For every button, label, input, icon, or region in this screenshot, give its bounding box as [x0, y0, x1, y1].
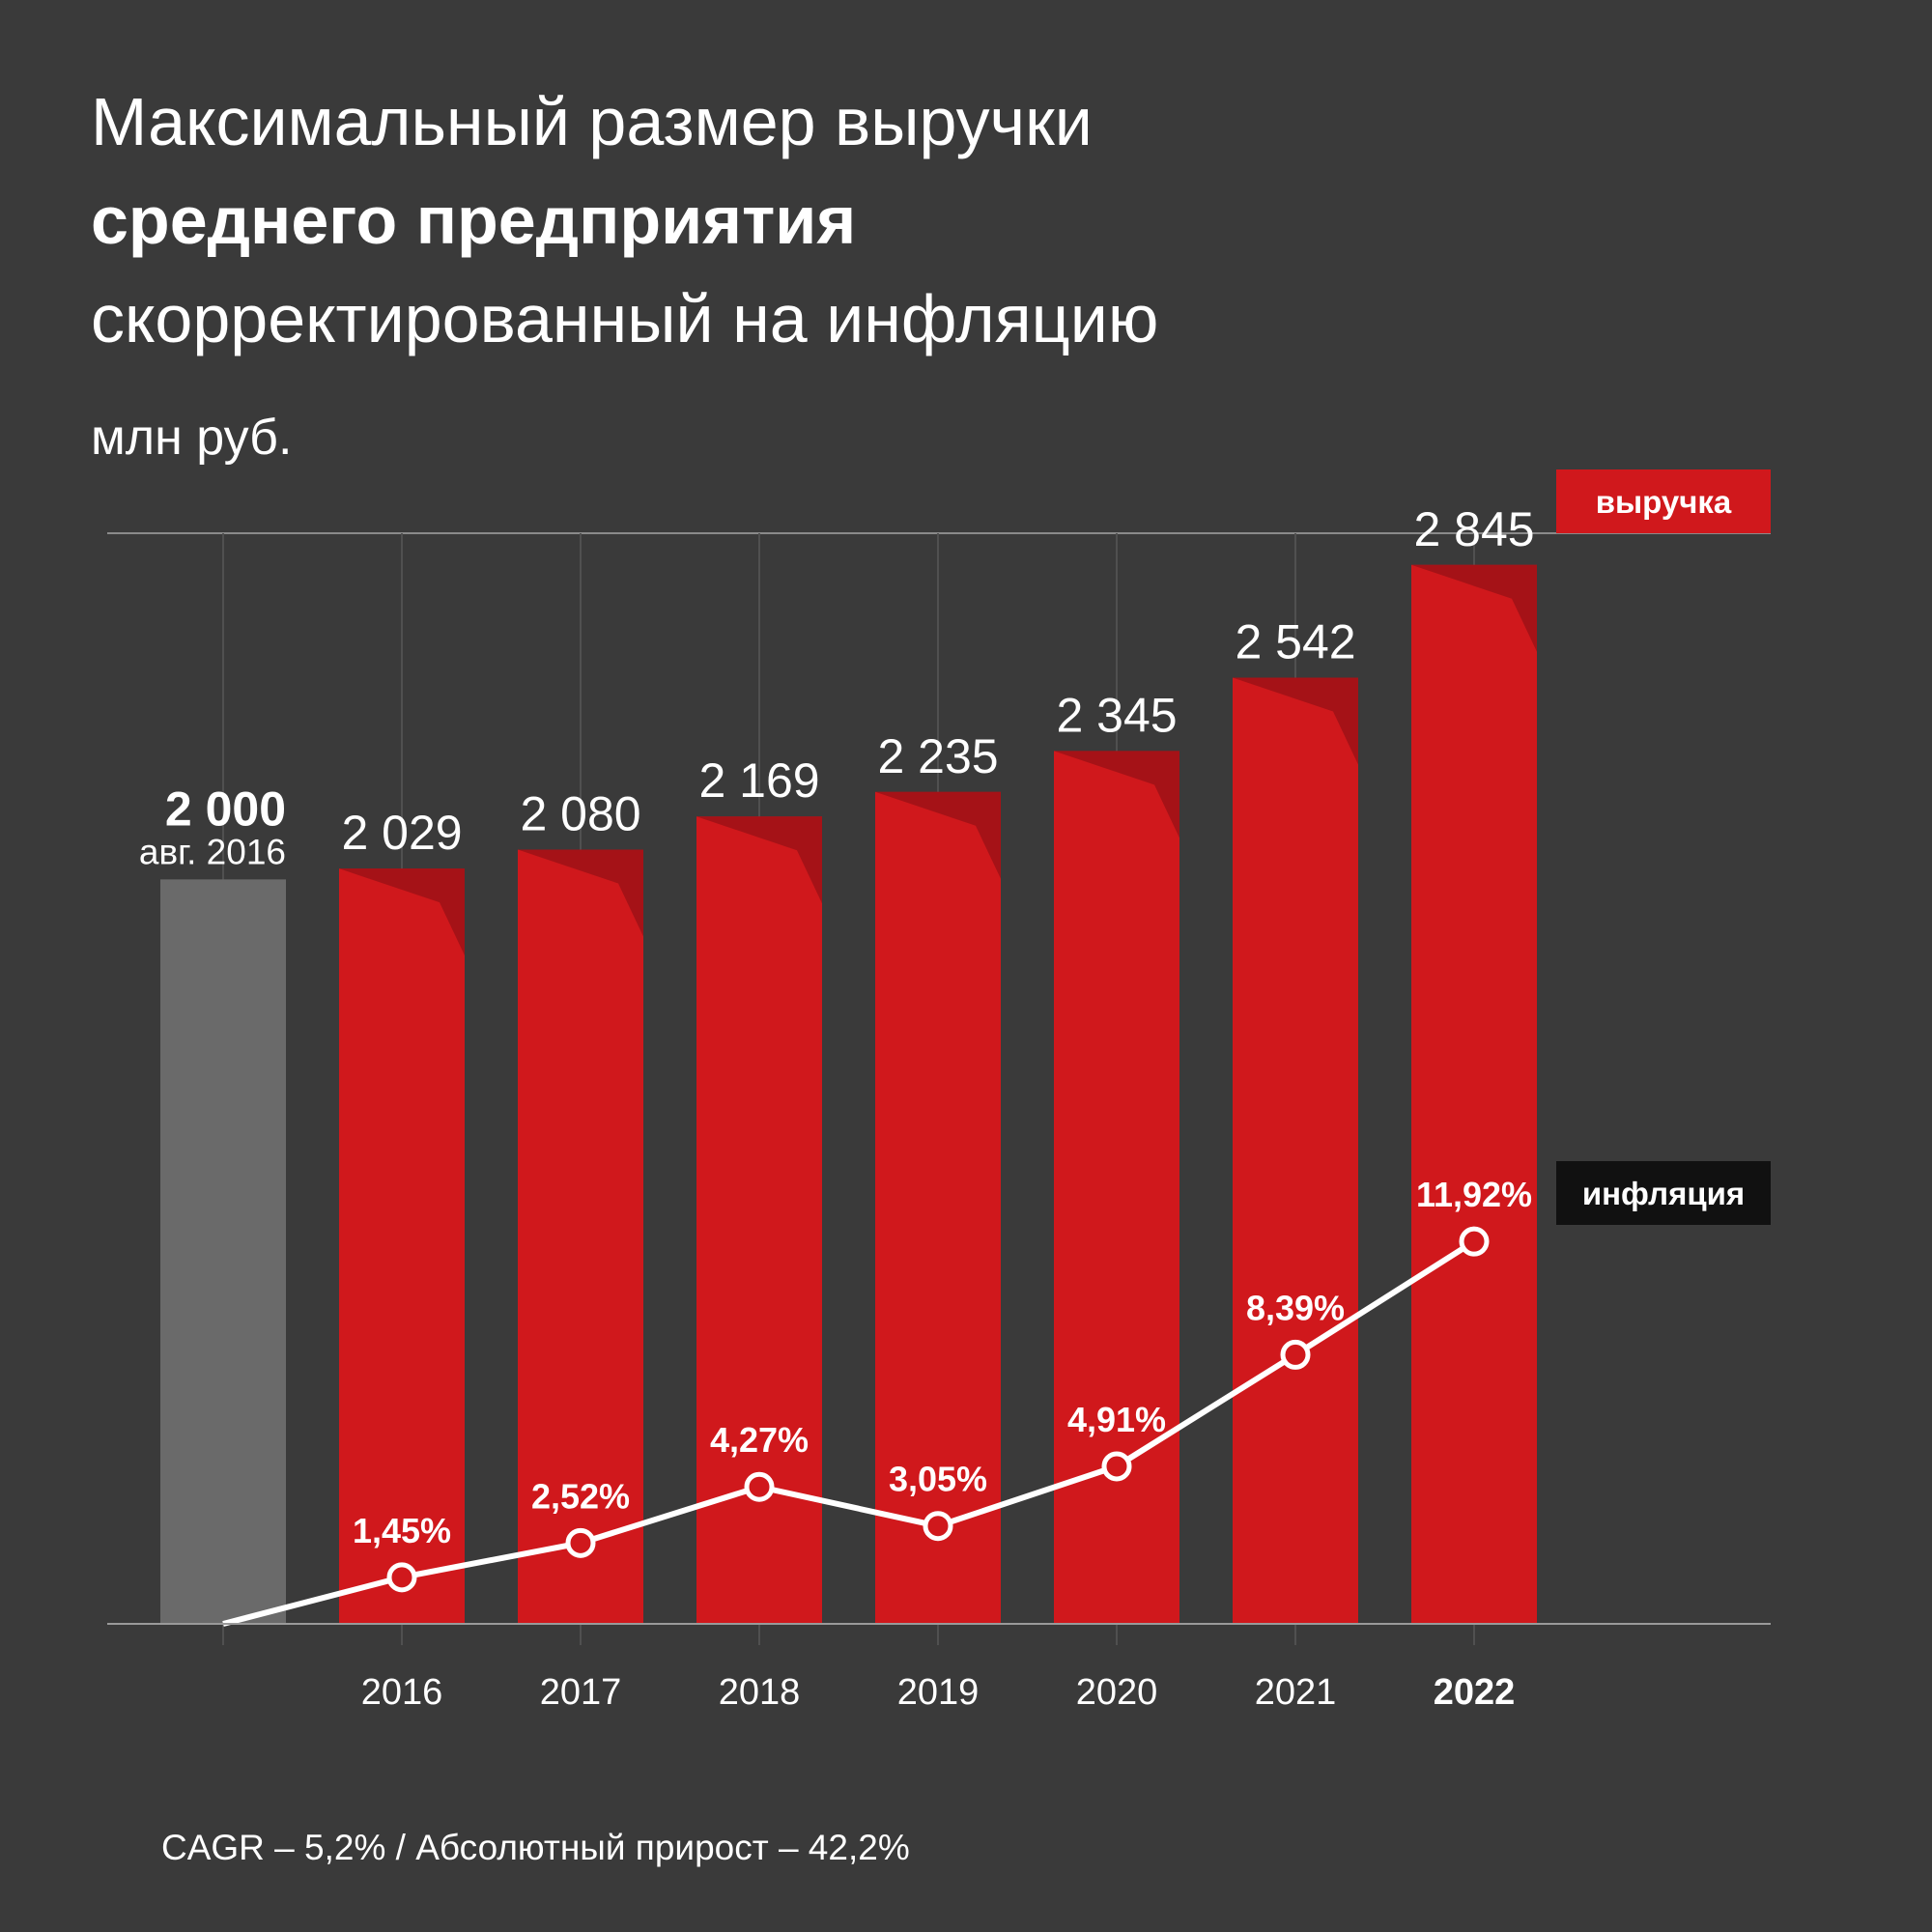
line-point: [1280, 1339, 1311, 1370]
value-label: 2 169: [698, 753, 819, 808]
bar-shade: [1411, 564, 1537, 652]
title-line-3: скорректированный на инфляцию: [91, 281, 1158, 356]
bar: [875, 791, 1001, 1624]
line-point: [565, 1527, 596, 1558]
value-label: 2 845: [1413, 502, 1534, 556]
line-value-label: 8,39%: [1246, 1288, 1345, 1327]
bar-shade: [875, 791, 1001, 879]
subtitle: млн руб.: [91, 410, 292, 466]
value-label: 2 029: [341, 806, 462, 860]
bar-shade: [1233, 677, 1358, 765]
bar-shade: [339, 868, 465, 956]
value-label: 2 345: [1056, 688, 1177, 742]
bar: [160, 879, 286, 1624]
x-tick-label: 2017: [540, 1672, 622, 1713]
x-tick-label: 2020: [1076, 1672, 1158, 1713]
value-label: 2 542: [1235, 615, 1355, 669]
line-value-label: 1,45%: [353, 1511, 451, 1550]
legend-box: [1556, 469, 1771, 533]
line: [222, 1238, 1476, 1627]
footer: CAGR – 5,2% / Абсолютный прирост – 42,2%: [161, 1828, 910, 1867]
x-tick-label: 2019: [897, 1672, 980, 1713]
annotation: авг. 2016: [139, 832, 286, 871]
legend-box: [1556, 1161, 1771, 1225]
title-line-2: среднего предприятия: [91, 183, 856, 258]
line-point: [744, 1471, 775, 1502]
line-value-label: 3,05%: [889, 1460, 987, 1499]
x-tick-label: 2018: [719, 1672, 801, 1713]
value-label: 2 000: [165, 781, 286, 836]
value-label: 2 235: [877, 729, 998, 783]
line-value-label: 11,92%: [1416, 1175, 1532, 1214]
bar: [339, 868, 465, 1624]
line-value-label: 2,52%: [531, 1476, 630, 1516]
line-point: [923, 1511, 953, 1542]
x-tick-label: 2016: [361, 1672, 443, 1713]
title-line-1: Максимальный размер выручки: [91, 84, 1093, 159]
line-value-label: 4,27%: [710, 1420, 809, 1460]
value-label: 2 080: [520, 787, 640, 841]
bar: [1233, 677, 1358, 1624]
line-value-label: 4,91%: [1067, 1400, 1166, 1439]
bar-shade: [696, 816, 822, 904]
bar-shade: [1054, 751, 1179, 838]
x-tick-label: 2022: [1434, 1672, 1516, 1713]
line-point: [1459, 1226, 1490, 1257]
bar: [518, 849, 643, 1624]
line-point: [386, 1562, 417, 1593]
bar: [1054, 751, 1179, 1624]
legend-label: выручка: [1596, 484, 1732, 520]
line-point: [1101, 1451, 1132, 1482]
x-tick-label: 2021: [1255, 1672, 1337, 1713]
bar: [1411, 564, 1537, 1624]
legend-label: инфляция: [1582, 1176, 1745, 1211]
bar-shade: [518, 849, 643, 937]
